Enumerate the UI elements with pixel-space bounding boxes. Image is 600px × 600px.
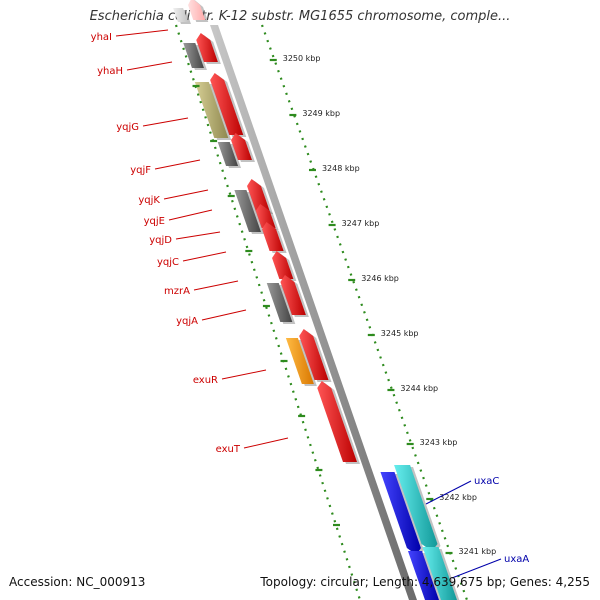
tick-label: 3247 kbp: [342, 219, 380, 228]
orange-gene: [285, 338, 314, 384]
leader-line: [425, 480, 472, 505]
gene-label-left: yhaH: [97, 66, 123, 77]
tick-label: 3249 kbp: [302, 109, 340, 118]
leader-line: [163, 189, 209, 200]
backbone-line: [210, 25, 417, 600]
leader-line: [221, 369, 267, 380]
red-gene-4: [247, 179, 271, 212]
gene-label-left: yqjK: [138, 195, 160, 206]
accession-text: Accession: NC_000913: [9, 575, 146, 589]
leader-line: [154, 159, 201, 170]
dotted-guide-lines: [174, 24, 469, 600]
leader-line: [142, 117, 189, 127]
gene-label-right: uxaC: [474, 476, 499, 487]
topology-stats: Topology: circular; Length: 4,639,675 bp…: [260, 575, 590, 589]
red-gene-7: [272, 251, 294, 279]
gray-gene-1: [183, 43, 204, 68]
leader-line: [451, 558, 502, 579]
leader-line: [182, 251, 227, 262]
leader-line: [175, 231, 221, 240]
leader-line: [193, 280, 239, 291]
gene-label-left: mzrA: [164, 286, 190, 297]
red-gene-2: [210, 73, 244, 135]
gene-labels: yhaI yhaH yqjG yqjF yqjK yqjE yqjD yqjC mzrA yqjA…: [91, 29, 529, 579]
leader-line: [168, 209, 213, 221]
gray-gene-4: [266, 283, 293, 322]
red-gene-10: [317, 381, 357, 462]
leader-line: [115, 29, 169, 37]
red-gene-9: [299, 329, 329, 380]
cyan-gene-2: [422, 547, 457, 600]
red-gene-8: [280, 275, 306, 315]
gene-features: [173, 0, 460, 600]
blue-gene-1: [380, 472, 421, 555]
red-gene-5: [255, 204, 276, 228]
blue-gene-2: [407, 551, 439, 600]
gene-label-left: exuR: [193, 375, 218, 386]
tick-label: 3248 kbp: [322, 164, 360, 173]
red-gene-3: [231, 133, 252, 160]
red-gene-1: [196, 33, 218, 62]
gene-label-left: yqjF: [130, 165, 151, 176]
gene-label-left: yqjA: [176, 316, 198, 327]
outer-right-dots: [260, 24, 469, 600]
gene-label-right: uxaA: [504, 554, 529, 565]
tick-label: 3244 kbp: [400, 384, 438, 393]
khaki-gene: [194, 82, 229, 138]
gene-label-left: yqjD: [149, 235, 172, 246]
cyan-gene-1: [394, 465, 438, 551]
leader-line: [201, 309, 247, 321]
scale-ticks: 3250 kbp 3249 kbp 3248 kbp 3247 kbp 3246 kbp…: [192, 54, 497, 556]
tick-label: 3245 kbp: [381, 329, 419, 338]
gray-gene-3: [234, 190, 261, 232]
gene-label-left: yqjE: [144, 216, 165, 227]
tick-label: 3242 kbp: [439, 493, 477, 502]
gray-gene-2: [217, 142, 239, 166]
leader-line: [243, 437, 289, 449]
red-gene-6: [261, 222, 284, 251]
tick-label: 3241 kbp: [459, 547, 497, 556]
tick-label: 3246 kbp: [361, 274, 399, 283]
lightgray-gene-top: [173, 8, 188, 22]
leader-line: [126, 61, 173, 71]
tick-label: 3243 kbp: [420, 438, 458, 447]
gene-label-left: yqjG: [116, 122, 139, 133]
gene-label-left: exuT: [216, 444, 241, 455]
gene-label-left: yhaI: [91, 32, 112, 43]
tick-label: 3250 kbp: [283, 54, 321, 63]
gene-label-left: yqjC: [157, 257, 179, 268]
chromosome-backbone: [210, 25, 417, 600]
pink-gene-top: [188, 0, 206, 20]
